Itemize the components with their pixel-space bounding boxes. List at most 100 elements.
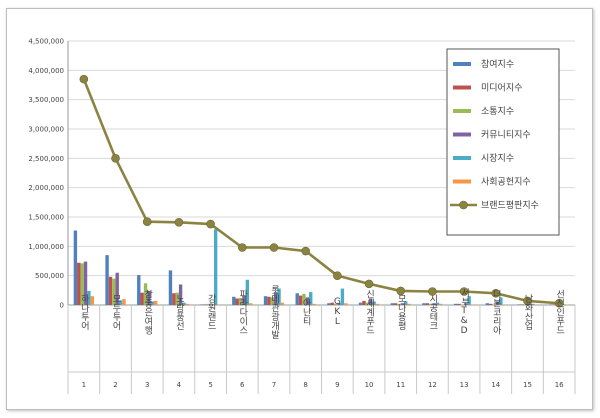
- bar: [122, 299, 126, 305]
- bar: [495, 301, 500, 305]
- bar: [467, 296, 471, 305]
- bar: [77, 262, 81, 305]
- bar: [330, 302, 334, 305]
- bar: [369, 298, 373, 305]
- y-tick-label: 0: [60, 302, 64, 310]
- bar: [90, 296, 94, 305]
- bar: [499, 297, 503, 305]
- chart-frame: 0 500,000 1,000,000 1,500,000 2,000,000 2,500…: [6, 8, 593, 410]
- bar: [552, 304, 556, 305]
- bar: [407, 303, 411, 305]
- bar: [393, 303, 398, 305]
- bar: [372, 301, 376, 305]
- bar: [549, 304, 553, 305]
- x-category-label: 아난티: [301, 298, 311, 326]
- x-category-label: 하나투어: [79, 294, 89, 331]
- bar: [83, 261, 88, 305]
- bar: [425, 303, 430, 305]
- line-point: [111, 154, 120, 163]
- bar: [502, 304, 506, 305]
- x-category-label: 모나용평: [396, 294, 406, 330]
- legend-swatch: [453, 179, 471, 184]
- x-category-number: 3: [145, 381, 149, 389]
- y-tick-label: 500,000: [35, 272, 64, 280]
- bar: [565, 304, 570, 306]
- y-tick-label: 2,000,000: [28, 184, 64, 192]
- x-category-number: 14: [491, 381, 500, 389]
- x-category-number: 6: [240, 381, 245, 389]
- x-category-label: 강원랜드: [206, 294, 216, 330]
- legend-swatch: [453, 156, 471, 160]
- legend-swatch: [453, 109, 471, 113]
- legend-label: 소통지수: [481, 106, 514, 117]
- x-category-label: 파라다이스: [237, 289, 247, 334]
- bar: [520, 304, 525, 305]
- bar: [185, 303, 190, 305]
- x-category-number: 12: [428, 381, 437, 389]
- bar: [457, 303, 461, 305]
- bar: [273, 292, 278, 305]
- x-category-label: 참좋은여행: [142, 289, 152, 334]
- legend-swatch: [453, 132, 471, 137]
- bar: [460, 304, 465, 305]
- x-category-label: 더본코리아: [491, 289, 501, 335]
- x-category-label: 노랑풍선: [174, 294, 184, 330]
- legend-swatch: [453, 85, 471, 90]
- legend-label: 브랜드평판지수: [481, 200, 539, 211]
- x-category-number: 8: [303, 381, 307, 389]
- bar: [80, 263, 84, 305]
- line-point: [142, 217, 152, 226]
- bar: [270, 297, 274, 305]
- bar: [137, 275, 141, 305]
- legend-marker: [459, 200, 468, 210]
- line-point: [174, 217, 184, 227]
- legend-label: 참여지수: [481, 58, 514, 70]
- bar: [182, 302, 186, 305]
- y-tick-label: 4,000,000: [28, 67, 64, 75]
- bar: [298, 295, 303, 305]
- legend-label: 커뮤니티지수: [481, 130, 531, 141]
- bar: [453, 303, 458, 305]
- bar: [200, 304, 204, 305]
- bar: [302, 293, 306, 305]
- bar: [404, 301, 408, 305]
- x-category-number: 15: [523, 381, 532, 389]
- line-point: [459, 287, 469, 296]
- bar: [562, 304, 566, 305]
- bar: [358, 302, 363, 305]
- bar: [344, 303, 348, 305]
- x-category-label: 선진인푸드: [554, 289, 564, 334]
- bar: [312, 303, 316, 305]
- bar: [178, 284, 183, 305]
- bar: [280, 302, 285, 305]
- bar: [534, 304, 538, 305]
- brand-reputation-chart: 0 500,000 1,000,000 1,500,000 2,000,000 2,500…: [28, 38, 576, 394]
- bar: [232, 296, 236, 305]
- bar: [73, 230, 78, 305]
- bar: [390, 303, 394, 305]
- bar: [203, 304, 208, 305]
- bar: [213, 229, 218, 305]
- bar: [168, 270, 173, 305]
- line-point: [333, 271, 342, 280]
- y-tick-label: 4,500,000: [28, 38, 64, 46]
- x-category-label: 신세계푸드: [364, 289, 374, 334]
- x-category-number: 16: [555, 381, 564, 389]
- x-category-number: 13: [460, 381, 469, 389]
- line-point: [396, 286, 406, 296]
- x-category-label: 서부T&D: [459, 288, 469, 336]
- bar: [333, 303, 338, 305]
- bar: [140, 292, 144, 305]
- x-category-label: 롯데관광개발: [269, 285, 279, 339]
- bar: [429, 303, 433, 305]
- legend-label: 사회공헌지수: [481, 177, 531, 188]
- bar: [422, 303, 426, 305]
- bar: [150, 301, 154, 305]
- bar: [432, 303, 436, 305]
- legend-swatch: [453, 62, 471, 66]
- bar: [143, 283, 148, 305]
- x-category-number: 1: [82, 381, 86, 389]
- line-point: [364, 279, 374, 289]
- bar: [263, 296, 268, 305]
